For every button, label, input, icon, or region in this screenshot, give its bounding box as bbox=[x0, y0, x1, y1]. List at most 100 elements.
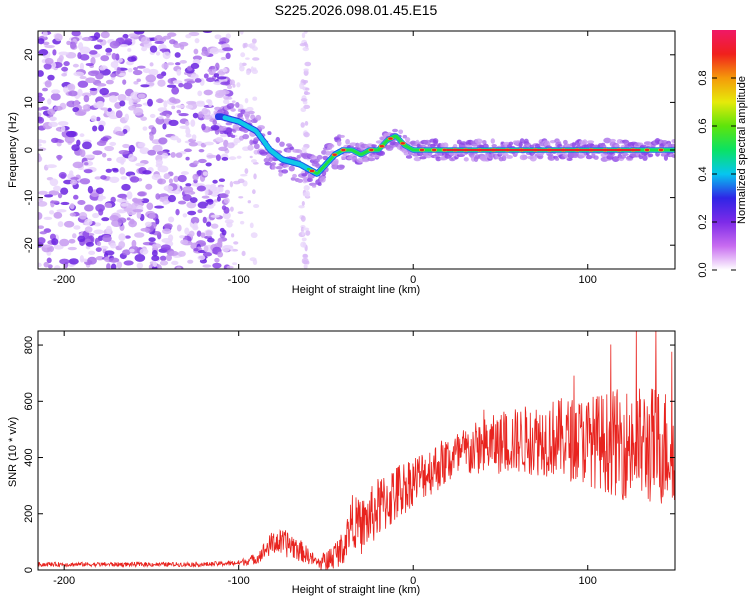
ridge-halo bbox=[529, 155, 537, 162]
noise-blob bbox=[92, 212, 100, 219]
noise-blob bbox=[229, 206, 234, 212]
noise-blob bbox=[105, 225, 112, 234]
snr-xlabel: Height of straight line (km) bbox=[292, 584, 420, 596]
ridge-halo bbox=[554, 157, 560, 161]
noise-blob bbox=[175, 152, 183, 158]
noise-blob bbox=[229, 79, 236, 86]
noise-blob bbox=[105, 52, 112, 56]
colorbar-ticks: 0.0 0.2 0.4 0.6 0.8 bbox=[697, 70, 736, 278]
noise-blob bbox=[52, 49, 57, 56]
noise-blob bbox=[92, 125, 98, 132]
noise-blob bbox=[151, 126, 157, 135]
noise-blob bbox=[148, 82, 155, 87]
noise-blob bbox=[154, 205, 165, 209]
noise-blob bbox=[172, 80, 183, 84]
noise-blob bbox=[102, 234, 112, 243]
noise-blob bbox=[128, 105, 136, 111]
ridge-halo bbox=[316, 154, 323, 160]
noise-blob bbox=[65, 130, 77, 138]
noise-blob bbox=[162, 51, 171, 60]
noise-blob bbox=[213, 73, 220, 78]
noise-blob bbox=[127, 56, 137, 62]
noise-blob bbox=[96, 116, 101, 122]
noise-blob bbox=[111, 52, 117, 60]
snr-ylabel: SNR (10 * v/v) bbox=[7, 417, 19, 487]
noise-blob bbox=[301, 230, 305, 236]
noise-blob bbox=[84, 204, 94, 212]
noise-blob bbox=[304, 120, 309, 126]
noise-blob bbox=[140, 227, 151, 232]
noise-blob bbox=[132, 197, 139, 203]
noise-blob bbox=[70, 177, 79, 181]
y-tick-label: -10 bbox=[23, 190, 35, 206]
noise-blob bbox=[188, 230, 195, 237]
noise-blob bbox=[194, 38, 200, 44]
noise-blob bbox=[115, 110, 123, 119]
ridge-halo bbox=[264, 161, 272, 166]
noise-blob bbox=[44, 57, 54, 65]
noise-blob bbox=[69, 170, 74, 177]
noise-blob bbox=[78, 211, 88, 220]
noise-blob bbox=[187, 210, 197, 216]
noise-blob bbox=[183, 82, 193, 90]
noise-blob bbox=[129, 218, 135, 225]
noise-blob bbox=[38, 154, 42, 162]
noise-blob bbox=[222, 211, 231, 220]
ridge-halo bbox=[508, 141, 514, 146]
noise-blob bbox=[121, 183, 131, 191]
noise-blob bbox=[60, 201, 70, 206]
noise-blob bbox=[149, 113, 156, 119]
colorbar: 0.0 0.2 0.4 0.6 0.8 Normalized spectral ampl… bbox=[697, 30, 748, 278]
noise-blob bbox=[204, 188, 209, 196]
noise-blob bbox=[233, 241, 239, 245]
noise-blob bbox=[168, 216, 175, 223]
noise-blob bbox=[193, 160, 199, 165]
noise-blob bbox=[245, 57, 250, 60]
noise-blob bbox=[306, 260, 310, 265]
noise-blob bbox=[305, 87, 310, 91]
noise-blob bbox=[95, 247, 102, 252]
noise-blob bbox=[142, 126, 148, 131]
noise-blob bbox=[304, 90, 309, 96]
noise-blob bbox=[304, 61, 312, 67]
noise-blob bbox=[210, 214, 220, 218]
ridge-halo bbox=[235, 101, 240, 108]
noise-blob bbox=[302, 242, 307, 248]
noise-blob bbox=[175, 62, 181, 66]
noise-blob bbox=[109, 176, 120, 183]
ridge-halo bbox=[452, 143, 458, 149]
ridge-halo bbox=[219, 125, 228, 131]
x-tick-label: 100 bbox=[579, 575, 597, 587]
noise-blob bbox=[71, 31, 81, 37]
noise-blob bbox=[252, 57, 260, 61]
noise-blob bbox=[215, 136, 224, 142]
noise-blob bbox=[151, 249, 158, 257]
x-tick-label: 100 bbox=[579, 274, 597, 286]
noise-blob bbox=[141, 198, 150, 204]
noise-blob bbox=[142, 170, 152, 175]
noise-blob bbox=[42, 87, 48, 92]
noise-blob bbox=[108, 95, 118, 103]
noise-blob bbox=[119, 44, 129, 48]
noise-blob bbox=[126, 191, 133, 200]
noise-blob bbox=[170, 135, 179, 141]
noise-blob bbox=[214, 34, 222, 40]
noise-blob bbox=[174, 52, 181, 58]
y-tick-label: 600 bbox=[23, 392, 35, 410]
noise-blob bbox=[118, 149, 130, 155]
noise-blob bbox=[152, 144, 163, 153]
noise-blob bbox=[214, 257, 220, 263]
ridge-halo bbox=[288, 165, 295, 172]
noise-blob bbox=[201, 50, 210, 57]
noise-blob bbox=[81, 36, 93, 42]
noise-blob bbox=[212, 119, 218, 126]
noise-blob bbox=[193, 247, 199, 252]
noise-blob bbox=[201, 107, 209, 115]
noise-blob bbox=[110, 196, 116, 203]
noise-blob bbox=[202, 171, 209, 176]
noise-blob bbox=[210, 124, 220, 131]
noise-blob bbox=[176, 69, 182, 76]
noise-blob bbox=[133, 81, 139, 85]
